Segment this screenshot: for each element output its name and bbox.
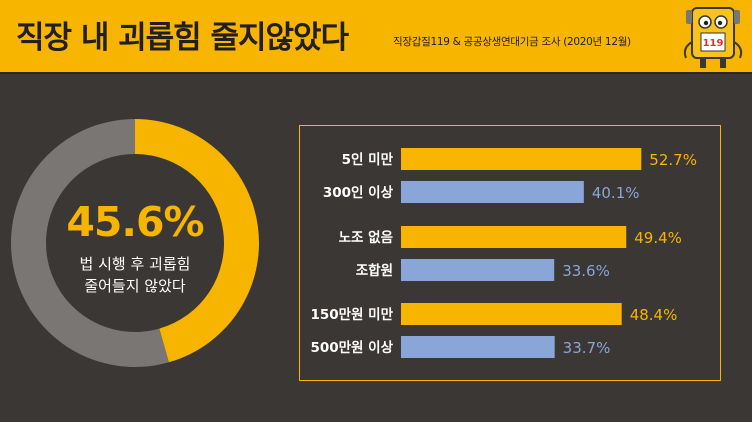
bar-5 [401,336,555,358]
bar-2 [401,226,627,248]
donut-value-label: 45.6% [66,198,204,246]
bar-value-label: 33.6% [562,262,610,280]
donut-chart [10,119,259,367]
bar-category-label: 노조 없음 [339,230,393,246]
bar-value-label: 33.7% [563,339,611,357]
donut-slice-0 [135,119,259,363]
bar-category-label: 300인 이상 [323,184,394,201]
bar-0 [401,148,642,170]
donut-caption: 법 시행 후 괴롭힘 줄어들지 않았다 [40,253,230,297]
mascot-badge: 119 [703,38,724,49]
donut-caption-line1: 법 시행 후 괴롭힘 [79,255,191,273]
bar-chart-panel [299,125,721,381]
bar-4 [401,303,622,325]
header-divider [0,72,752,74]
bar-value-label: 48.4% [630,306,678,324]
page-title: 직장 내 괴롭힘 줄지않았다 [16,20,349,56]
donut-slice-1 [10,119,169,367]
bar-3 [401,259,555,281]
bar-category-label: 조합원 [356,262,393,279]
source-note: 직장갑질119 & 공공상생연대기금 조사 (2020년 12월) [393,36,631,48]
bar-value-label: 40.1% [592,184,640,202]
bar-category-label: 150만원 미만 [310,307,393,323]
bar-category-label: 5인 미만 [342,151,394,168]
bar-value-label: 52.7% [649,151,697,169]
bar-1 [401,181,584,203]
donut-caption-line2: 줄어들지 않았다 [84,277,186,295]
mascot-icon: 119 [683,7,743,68]
bar-value-label: 49.4% [634,229,682,247]
bar-category-label: 500만원 이상 [310,339,393,356]
header-band: 직장 내 괴롭힘 줄지않았다 직장갑질119 & 공공상생연대기금 조사 (20… [0,0,752,72]
